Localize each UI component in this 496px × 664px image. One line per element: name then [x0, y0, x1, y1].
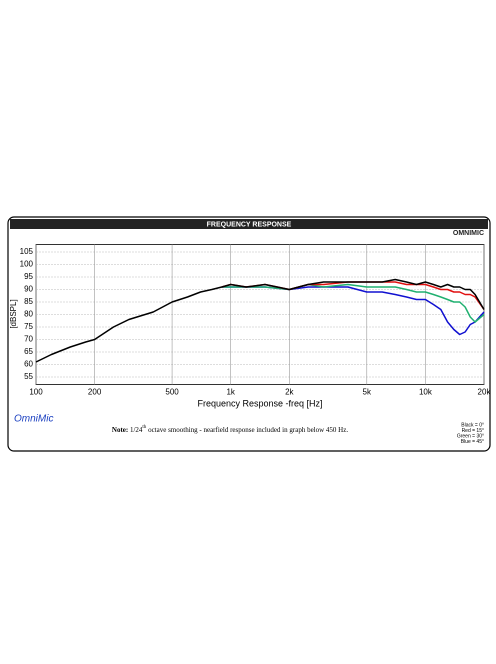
- y-tick-label: 55: [24, 372, 33, 381]
- note-sup: th: [142, 425, 146, 430]
- series-line: [35, 278, 485, 363]
- y-tick-label: 65: [24, 347, 33, 356]
- title-bar: [10, 219, 488, 229]
- y-tick-label: 60: [24, 360, 33, 369]
- logo: OMNIMIC: [453, 230, 484, 237]
- legend-entry: Black = 0°: [461, 422, 484, 428]
- legend-entry: Green = 30°: [457, 433, 484, 439]
- note-text: octave smoothing - nearfield response in…: [146, 426, 348, 434]
- legend-entry: Red = 15°: [462, 428, 484, 434]
- x-axis-label: Frequency Response -freq [Hz]: [197, 398, 322, 408]
- note-text: 1/24: [128, 426, 143, 434]
- y-tick-label: 95: [24, 272, 33, 281]
- y-axis-label: [dBSPL]: [9, 299, 18, 328]
- brand: OmniMic: [14, 414, 53, 425]
- legend-entry: Blue = 45°: [461, 439, 484, 445]
- x-tick-label: 1k: [226, 388, 235, 397]
- y-tick-label: 85: [24, 297, 33, 306]
- x-tick-label: 500: [165, 388, 179, 397]
- x-tick-label: 20k: [478, 388, 492, 397]
- y-tick-label: 75: [24, 322, 33, 331]
- series-line: [221, 283, 485, 323]
- chart-title: FREQUENCY RESPONSE: [207, 221, 292, 228]
- y-tick-label: 105: [20, 247, 34, 256]
- y-tick-label: 80: [24, 310, 33, 319]
- x-tick-label: 5k: [363, 388, 372, 397]
- note: Note: 1/24th octave smoothing - nearfiel…: [112, 425, 348, 433]
- y-tick-label: 70: [24, 335, 33, 344]
- y-tick-label: 90: [24, 285, 33, 294]
- x-tick-label: 2k: [285, 388, 294, 397]
- note-label: Note:: [112, 426, 128, 434]
- x-tick-label: 200: [88, 388, 102, 397]
- x-tick-label: 10k: [419, 388, 433, 397]
- x-tick-label: 100: [29, 388, 43, 397]
- y-tick-label: 100: [20, 260, 34, 269]
